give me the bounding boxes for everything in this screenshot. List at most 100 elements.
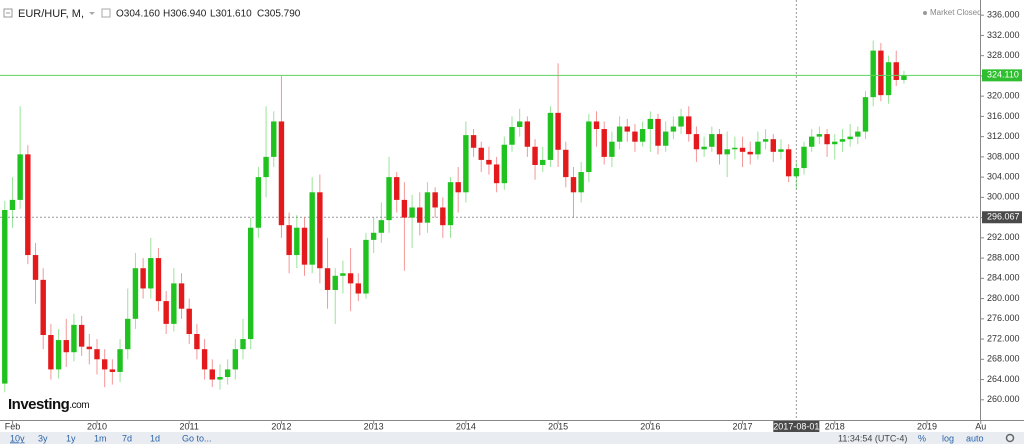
- x-tick-label: 2018: [825, 421, 845, 431]
- candle-body: [40, 279, 46, 336]
- y-tick-label: 264.000: [987, 374, 1020, 384]
- scale-option[interactable]: %: [918, 433, 926, 443]
- candle-body: [709, 134, 715, 147]
- candle-body: [724, 149, 730, 155]
- settings-icon[interactable]: [101, 8, 111, 18]
- ohlc-value: H306.940: [163, 9, 207, 20]
- market-status: Market Closed: [930, 8, 982, 17]
- x-tick-label: Au: [975, 421, 986, 431]
- x-tick-label: 2012: [271, 421, 291, 431]
- candle-body: [370, 232, 377, 240]
- candle-body: [309, 192, 315, 265]
- y-tick-label: 332.000: [987, 30, 1020, 40]
- candle-body: [809, 136, 815, 147]
- candle-body: [855, 131, 861, 137]
- candle-body: [447, 182, 454, 226]
- candle-body: [609, 141, 615, 157]
- scale-option[interactable]: log: [942, 433, 954, 443]
- x-tick-label: 2010: [87, 421, 107, 431]
- candle-body: [324, 268, 331, 290]
- candle-body: [832, 141, 838, 145]
- candle-body: [140, 268, 146, 289]
- candle-body: [624, 126, 630, 132]
- status-dot: [923, 11, 927, 15]
- candle-body: [32, 255, 39, 280]
- candle-body: [655, 118, 661, 146]
- dropdown-icon[interactable]: [89, 12, 95, 15]
- candle-body: [632, 131, 638, 142]
- candle-body: [547, 112, 554, 160]
- x-tick-label: 2013: [364, 421, 384, 431]
- range-button[interactable]: 1y: [66, 433, 76, 443]
- toolbar: [0, 432, 1024, 444]
- y-tick-label: 260.000: [987, 394, 1020, 404]
- y-tick-label: 328.000: [987, 50, 1020, 60]
- candle-body: [893, 62, 899, 80]
- candle-body: [401, 199, 408, 218]
- candle-body: [901, 75, 907, 80]
- candle-body: [232, 349, 239, 370]
- candle-body: [55, 340, 62, 370]
- candle-body: [801, 146, 807, 169]
- candle-body: [201, 349, 208, 370]
- crosshair-price-label: 296.067: [987, 212, 1020, 222]
- candle-body: [601, 129, 607, 157]
- candle-body: [48, 335, 54, 370]
- y-tick-label: 336.000: [987, 10, 1020, 20]
- y-tick-label: 288.000: [987, 252, 1020, 262]
- ohlc-legend: O304.160 H306.940 L301.610 C305.790: [116, 9, 301, 20]
- scale-option[interactable]: auto: [966, 433, 984, 443]
- candle-body: [755, 141, 761, 155]
- x-tick-label: 2019: [917, 421, 937, 431]
- range-button[interactable]: 7d: [122, 433, 132, 443]
- candle-body: [363, 239, 369, 294]
- range-button[interactable]: 1m: [94, 433, 107, 443]
- y-tick-label: 276.000: [987, 313, 1020, 323]
- candle-body: [540, 159, 546, 165]
- candle-body: [17, 154, 23, 200]
- candle-body: [862, 97, 869, 132]
- candle-body: [732, 147, 738, 150]
- candle-body: [424, 192, 431, 223]
- candle-body: [470, 135, 477, 148]
- candle-body: [2, 210, 8, 384]
- candle-body: [432, 192, 438, 208]
- candle-body: [693, 134, 700, 150]
- candle-body: [647, 118, 654, 130]
- candle-body: [639, 129, 646, 142]
- candle-body: [524, 121, 531, 147]
- candle-body: [516, 121, 523, 128]
- candle-body: [25, 154, 31, 256]
- crosshair-date-tag: [773, 421, 820, 432]
- candle-body: [409, 207, 415, 218]
- candle-body: [240, 339, 246, 350]
- candle-body: [501, 144, 508, 184]
- range-button[interactable]: 3y: [38, 433, 48, 443]
- range-button[interactable]: 1d: [150, 433, 160, 443]
- candle-body: [386, 177, 392, 221]
- last-price-label: 324.110: [987, 70, 1019, 80]
- x-tick-label: 2011: [180, 421, 199, 431]
- candle-body: [178, 283, 185, 309]
- candle-body: [586, 121, 592, 173]
- settings-gear[interactable]: [1005, 433, 1015, 443]
- candle-body: [417, 207, 423, 223]
- candle-body: [662, 131, 669, 146]
- candle-body: [347, 273, 354, 284]
- y-tick-label: 284.000: [987, 273, 1020, 283]
- candle-body: [132, 268, 139, 319]
- candle-body: [701, 146, 707, 150]
- y-tick-label: 304.000: [987, 171, 1020, 181]
- go-to-button[interactable]: Go to...: [182, 433, 212, 443]
- collapse-icon[interactable]: [3, 8, 13, 18]
- candle-body: [678, 116, 684, 127]
- candle-body: [839, 139, 846, 142]
- candle-body: [209, 369, 215, 380]
- candle-body: [117, 349, 123, 372]
- candle-body: [593, 121, 600, 130]
- candle-body: [186, 308, 192, 334]
- range-button[interactable]: 10y: [10, 433, 25, 443]
- candle-body: [332, 275, 338, 290]
